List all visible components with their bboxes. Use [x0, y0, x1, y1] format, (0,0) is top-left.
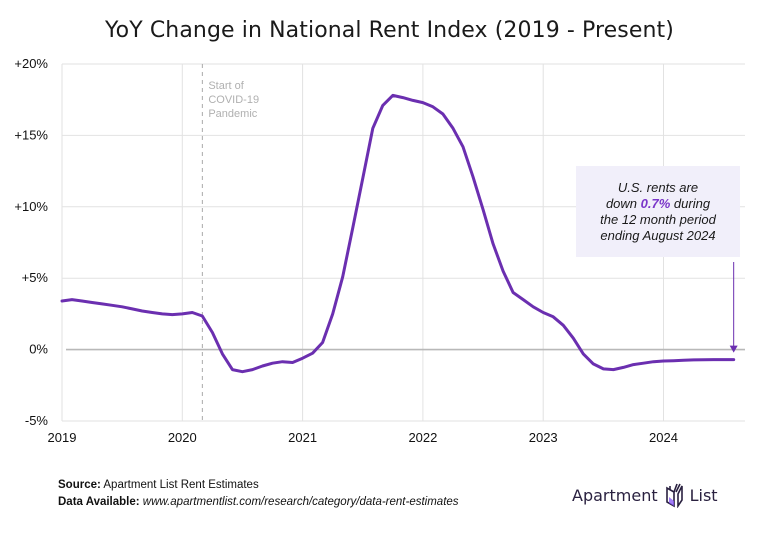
x-tick-label: 2024: [649, 430, 678, 445]
callout-box: U.S. rents are down 0.7% during the 12 m…: [576, 166, 740, 257]
y-axis-ticks: -5% 0% +5% +10% +15% +20%: [14, 56, 48, 428]
x-tick-label: 2023: [529, 430, 558, 445]
y-tick-label: +20%: [14, 56, 48, 71]
chart-title: YoY Change in National Rent Index (2019 …: [105, 18, 674, 43]
logo-text-left: Apartment: [572, 485, 658, 505]
x-tick-label: 2020: [168, 430, 197, 445]
y-tick-label: 0%: [29, 342, 48, 357]
callout-line-2: down 0.7% during: [606, 196, 710, 212]
callout-line-3: the 12 month period: [600, 211, 716, 227]
y-tick-label: +5%: [22, 270, 49, 285]
x-tick-label: 2021: [288, 430, 317, 445]
covid-label-line: Start of: [208, 80, 244, 92]
covid-label-line: Pandemic: [208, 108, 257, 120]
y-tick-label: -5%: [25, 413, 49, 428]
callout-line-4: ending August 2024: [600, 227, 716, 243]
covid-label-line: COVID-19: [208, 94, 259, 106]
source-line: Source: Apartment List Rent Estimates: [58, 477, 459, 494]
y-tick-label: +10%: [14, 199, 48, 214]
footer: Source: Apartment List Rent Estimates Da…: [58, 477, 459, 511]
data-available-url[interactable]: www.apartmentlist.com/research/category/…: [139, 496, 459, 508]
data-available-line: Data Available: www.apartmentlist.com/re…: [58, 494, 459, 511]
source-label: Source:: [58, 479, 101, 491]
series: [60, 93, 736, 374]
callout-line-2-post: during: [670, 195, 711, 211]
x-tick-label: 2022: [408, 430, 437, 445]
apartment-list-logo: Apartment List: [572, 482, 718, 508]
callout-arrow-head: [729, 345, 738, 353]
series-line: [60, 93, 736, 374]
data-available-label: Data Available:: [58, 496, 140, 508]
apartment-list-logo-icon: [665, 483, 683, 508]
y-tick-label: +15%: [14, 127, 48, 142]
x-axis-ticks: 2019 2020 2021 2022 2023 2024: [48, 430, 678, 445]
annotations: Start of COVID-19 Pandemic: [201, 64, 738, 421]
logo-text-right: List: [689, 485, 718, 505]
callout-line-1: U.S. rents are: [617, 179, 699, 195]
source-value: Apartment List Rent Estimates: [100, 479, 259, 491]
callout-highlight-value: 0.7%: [640, 195, 671, 211]
callout-line-2-pre: down: [605, 195, 641, 211]
x-tick-label: 2019: [48, 430, 77, 445]
